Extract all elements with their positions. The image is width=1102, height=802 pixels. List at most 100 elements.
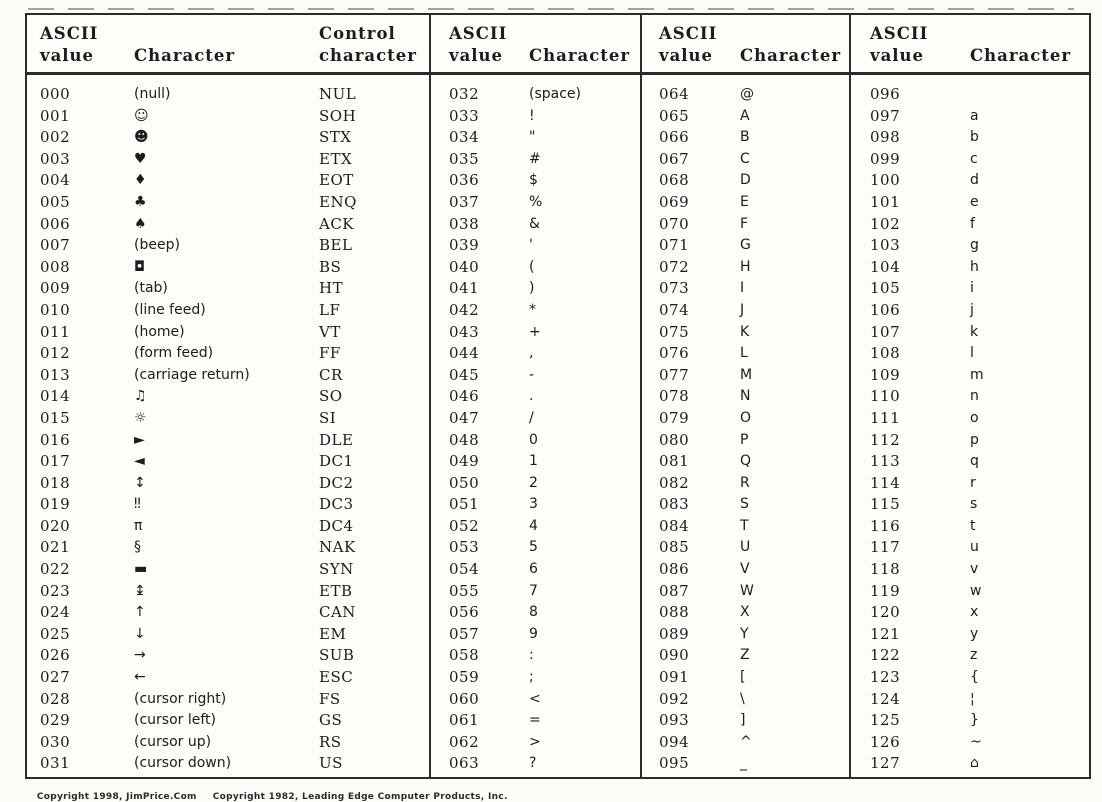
copyright-jimprice: Copyright 1998, JimPrice.Com <box>36 792 197 802</box>
table-row: 082 R <box>642 473 849 495</box>
header-character: Character <box>740 46 842 65</box>
ascii-value: 123 <box>870 668 901 687</box>
table-row: 039 ' <box>431 235 640 257</box>
table-row: 052 4 <box>431 516 640 538</box>
ascii-value: 072 <box>659 257 690 276</box>
table-row: 035 # <box>431 149 640 171</box>
ascii-value: 014 <box>40 387 71 406</box>
ascii-value: 000 <box>40 85 71 103</box>
character-glyph: K <box>740 323 750 340</box>
character-glyph: R <box>740 474 750 491</box>
table-row: 092 \ <box>642 689 849 711</box>
table-row: 085 U <box>642 537 849 559</box>
ascii-value: 006 <box>40 214 71 233</box>
control-character: NAK <box>319 538 356 557</box>
ascii-value: 118 <box>870 560 901 579</box>
table-row: 080 P <box>642 430 849 452</box>
character-glyph: ♠ <box>134 215 147 232</box>
ascii-value: 066 <box>659 128 690 147</box>
ascii-value: 068 <box>659 171 690 190</box>
ascii-value: 119 <box>870 581 901 600</box>
table-row: 076 L <box>642 343 849 365</box>
control-character: US <box>319 754 343 773</box>
table-row: 013 (carriage return) CR <box>27 365 429 387</box>
ascii-value: 042 <box>449 300 480 319</box>
character-glyph: ! <box>529 107 535 124</box>
table-row: 083 S <box>642 494 849 516</box>
character-glyph: G <box>740 237 751 254</box>
table-row: 119 w <box>851 581 1089 603</box>
ascii-value: 105 <box>870 279 901 298</box>
control-character: STX <box>319 128 352 147</box>
ascii-value: 037 <box>449 192 480 211</box>
character-glyph: & <box>529 215 540 232</box>
ascii-value: 038 <box>449 214 480 233</box>
control-character: FF <box>319 344 341 363</box>
character-glyph: 3 <box>529 496 538 513</box>
ascii-value: 071 <box>659 236 690 255</box>
character-glyph: l <box>970 345 974 362</box>
character-glyph: m <box>970 366 984 383</box>
character-glyph: e <box>970 193 979 210</box>
table-row: 036 $ <box>431 170 640 192</box>
table-row: 030 (cursor up) RS <box>27 732 429 754</box>
header-control-line2: character <box>319 46 417 65</box>
table-row: 015 ☼ SI <box>27 408 429 430</box>
character-glyph: { <box>970 669 979 686</box>
table-row: 117 u <box>851 537 1089 559</box>
ascii-value: 079 <box>659 408 690 427</box>
character-glyph: ↓ <box>134 625 146 642</box>
table-row: 000 (null) NUL <box>27 84 429 106</box>
header-ascii-line: ASCII <box>659 24 718 43</box>
column-group-4-header: ASCII value Character <box>851 15 1089 75</box>
character-glyph: Z <box>740 647 750 664</box>
character-glyph: s <box>970 496 978 513</box>
table-row: 029 (cursor left) GS <box>27 710 429 732</box>
table-row: 012 (form feed) FF <box>27 343 429 365</box>
ascii-value: 111 <box>870 408 901 427</box>
rows-container-4: 096 097 a 098 b 099 c 100 d 101 e 102 f 103 g 104 h 105 i 1… <box>851 75 1089 775</box>
table-row: 021 § NAK <box>27 537 429 559</box>
character-glyph: ^ <box>740 733 752 750</box>
header-ascii-line: ASCII <box>870 24 929 43</box>
table-row: 037% <box>431 192 640 214</box>
character-glyph: z <box>970 647 978 664</box>
control-character: ENQ <box>319 192 357 211</box>
header-control-character: Control character <box>319 23 417 67</box>
ascii-value: 093 <box>659 711 690 730</box>
character-glyph: C <box>740 150 750 167</box>
table-column-group-3: ASCII value Character 064 @065 A 066 B 067 C 06… <box>640 15 849 777</box>
table-row: 072 H <box>642 257 849 279</box>
control-character: DC4 <box>319 516 354 535</box>
character-glyph: ⌂ <box>970 755 979 772</box>
character-glyph: } <box>970 712 979 729</box>
character-glyph: ▬ <box>134 561 148 578</box>
table-row: 067 C <box>642 149 849 171</box>
character-glyph: F <box>740 215 749 232</box>
ascii-value: 039 <box>449 236 480 255</box>
ascii-value: 021 <box>40 538 71 557</box>
character-glyph: k <box>970 323 979 340</box>
table-row: 108 l <box>851 343 1089 365</box>
character-glyph: ' <box>529 237 533 254</box>
ascii-value: 003 <box>40 149 71 168</box>
character-glyph: 7 <box>529 582 538 599</box>
character-glyph: \ <box>740 690 745 707</box>
character-glyph: [ <box>740 669 746 686</box>
character-glyph: ↨ <box>134 582 146 599</box>
character-glyph: . <box>529 388 534 405</box>
character-glyph: (cursor up) <box>134 733 212 750</box>
table-row: 121 y <box>851 624 1089 646</box>
ascii-value: 110 <box>870 387 901 406</box>
table-row: 026 → SUB <box>27 645 429 667</box>
character-glyph: W <box>740 582 754 599</box>
table-row: 005 ♣ ENQ <box>27 192 429 214</box>
character-glyph: n <box>970 388 979 405</box>
ascii-value: 124 <box>870 689 901 708</box>
control-character: CAN <box>319 603 356 622</box>
ascii-value: 015 <box>40 408 71 427</box>
ascii-value: 008 <box>40 257 71 276</box>
table-row: 084 T <box>642 516 849 538</box>
character-glyph: (cursor right) <box>134 690 227 707</box>
ascii-value: 087 <box>659 581 690 600</box>
